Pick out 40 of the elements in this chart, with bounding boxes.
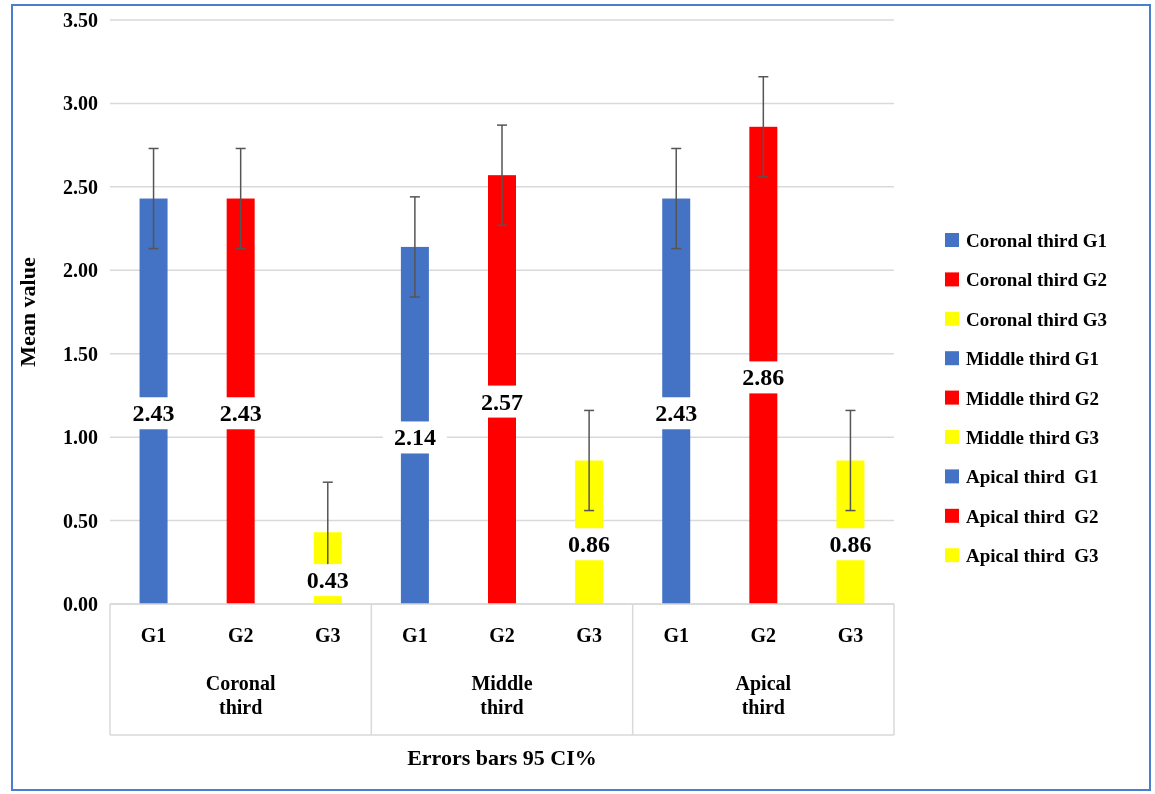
- data-label: 0.86: [568, 531, 611, 558]
- y-tick-label: 1.00: [63, 426, 98, 449]
- data-label: 2.86: [742, 364, 785, 391]
- legend-label: Apical third G2: [966, 505, 1099, 527]
- legend-label: Apical third G3: [966, 545, 1099, 567]
- y-tick-label: 0.50: [63, 509, 98, 532]
- data-label: 2.43: [132, 400, 175, 427]
- text: Apical third: [735, 672, 792, 718]
- y-tick-label: 3.00: [63, 92, 98, 115]
- x-tick-label: G2: [489, 624, 515, 646]
- x-tick-label: G3: [315, 624, 341, 646]
- data-label: 0.86: [829, 531, 872, 558]
- y-tick-label: 3.50: [63, 9, 98, 31]
- y-tick-label: 2.50: [63, 175, 98, 198]
- legend-label: Middle third G1: [966, 348, 1100, 370]
- text: Middle third: [471, 672, 533, 718]
- legend-label: Coronal third G3: [966, 308, 1108, 330]
- data-label: 2.14: [393, 424, 436, 451]
- data-label: 2.43: [219, 400, 262, 427]
- y-axis-title: Mean value: [15, 257, 40, 367]
- y-tick-label: 1.50: [63, 342, 98, 365]
- x-tick-label: G3: [837, 624, 864, 646]
- x-tick-label: G1: [402, 624, 428, 646]
- data-label: 2.57: [481, 388, 523, 415]
- x-tick-label: G1: [663, 624, 689, 646]
- legend-label: Apical third G1: [966, 466, 1099, 488]
- legend-label: Middle third G2: [966, 387, 1100, 409]
- y-tick-label: 0.00: [63, 593, 98, 615]
- legend-label: Coronal third G1: [966, 230, 1108, 251]
- text: Coronal third: [205, 672, 276, 718]
- x-tick-label: G3: [576, 624, 602, 646]
- x-axis-title: Errors bars 95 CI%: [407, 745, 597, 770]
- data-label: 2.43: [655, 400, 698, 427]
- legend-label: Middle third G3: [966, 427, 1100, 448]
- x-tick-label: G2: [227, 624, 254, 646]
- y-tick-label: 2.00: [63, 259, 98, 282]
- legend-label: Coronal third G2: [966, 269, 1108, 291]
- x-tick-label: G2: [750, 624, 777, 646]
- x-tick-label: G1: [140, 624, 167, 646]
- data-label: 0.43: [306, 567, 349, 594]
